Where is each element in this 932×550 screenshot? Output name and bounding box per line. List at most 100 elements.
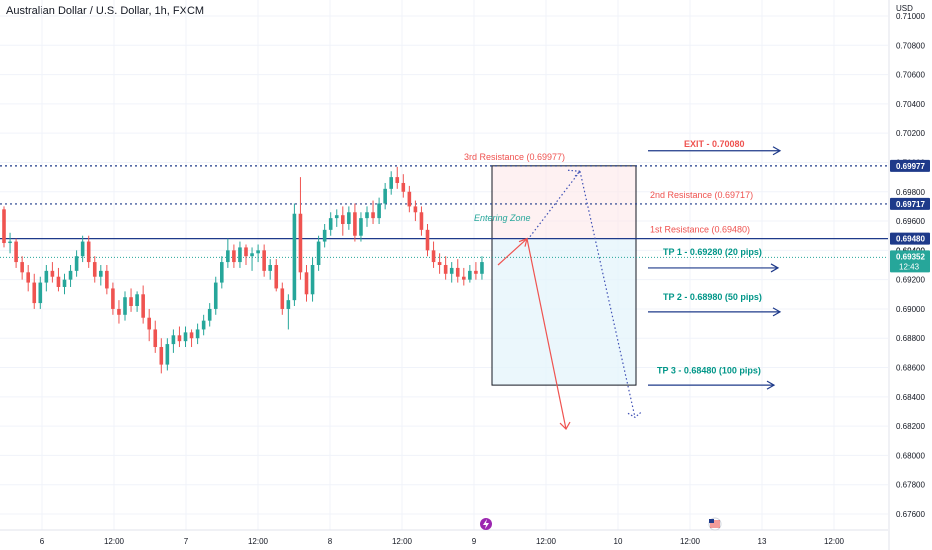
level-badge: [890, 197, 930, 210]
candle: [389, 177, 393, 189]
candle: [232, 250, 236, 263]
time-tick-label: 13: [758, 537, 767, 546]
arrow-head-icon: [772, 146, 782, 156]
candle: [189, 332, 194, 339]
candle: [286, 300, 291, 309]
arrow-head-icon: [627, 411, 642, 419]
arrow-head-icon: [770, 263, 780, 273]
candle: [334, 215, 339, 219]
candle: [395, 177, 400, 183]
candle: [195, 329, 200, 339]
time-tick-label: 12:00: [536, 537, 557, 546]
price-tick-label: 0.69200: [896, 276, 925, 285]
candle: [153, 329, 158, 348]
resistance-label: 2nd Resistance (0.69717): [650, 190, 753, 200]
candle: [437, 262, 442, 265]
candle: [50, 270, 55, 277]
candle: [111, 288, 115, 309]
candle: [201, 320, 206, 330]
level-badge: [890, 232, 930, 245]
candle: [135, 294, 139, 307]
candle: [159, 347, 164, 365]
candle: [14, 241, 18, 263]
current-price-text: 0.69352: [896, 252, 925, 261]
countdown-text: 12:43: [899, 262, 920, 271]
candle: [359, 218, 363, 236]
level-badge: [890, 159, 930, 172]
candle: [8, 241, 12, 244]
candle: [38, 282, 43, 304]
price-tick-label: 0.68000: [896, 451, 925, 460]
candle: [365, 212, 369, 219]
candle: [443, 265, 448, 274]
candle: [316, 241, 321, 265]
price-tick-label: 0.67600: [896, 510, 925, 519]
chart-title: Australian Dollar / U.S. Dollar, 1h, FXC…: [6, 5, 205, 17]
take-profit-label: TP 1 - 0.69280 (20 pips): [663, 247, 762, 257]
candle: [26, 272, 30, 283]
candle: [353, 212, 357, 236]
price-tick-label: 0.71000: [896, 12, 925, 21]
candle: [226, 250, 230, 263]
resistance-label: 3rd Resistance (0.69977): [464, 152, 565, 162]
candle: [20, 262, 24, 273]
candle: [371, 212, 375, 219]
candle: [262, 250, 266, 271]
time-tick-label: 6: [40, 537, 45, 546]
candle: [462, 276, 466, 280]
price-tick-label: 0.67800: [896, 481, 925, 490]
dotted-path: [529, 170, 581, 237]
candle: [238, 247, 242, 263]
candle: [328, 218, 333, 230]
flag-canton: [709, 519, 714, 523]
candle: [56, 276, 61, 287]
candle: [177, 335, 182, 342]
candle: [474, 270, 478, 274]
time-tick-label: 12:00: [824, 537, 845, 546]
candle: [310, 265, 315, 295]
candle: [207, 308, 212, 321]
arrow-head-icon: [766, 380, 776, 390]
time-tick-label: 7: [184, 537, 189, 546]
price-tick-label: 0.69000: [896, 305, 925, 314]
price-tick-label: 0.68600: [896, 364, 925, 373]
level-badge-text: 0.69717: [896, 200, 925, 209]
candle: [123, 297, 127, 315]
price-tick-label: 0.69600: [896, 217, 925, 226]
time-tick-label: 12:00: [392, 537, 413, 546]
currency-label: USD: [896, 4, 913, 13]
level-badge-text: 0.69480: [896, 235, 925, 244]
candle: [480, 262, 484, 274]
candle: [147, 317, 151, 330]
projection-arrow: [526, 238, 567, 430]
price-tick-label: 0.68400: [896, 393, 925, 402]
time-tick-label: 10: [614, 537, 623, 546]
candle: [298, 213, 303, 273]
time-tick-label: 8: [328, 537, 333, 546]
take-profit-label: TP 3 - 0.68480 (100 pips): [657, 365, 761, 375]
candle: [165, 344, 170, 365]
level-badge-text: 0.69977: [896, 162, 925, 171]
candle: [74, 256, 79, 271]
exit-label: EXIT - 0.70080: [684, 139, 745, 149]
time-tick-label: 12:00: [248, 537, 269, 546]
candle: [213, 282, 218, 309]
candle: [268, 265, 272, 271]
candle: [274, 265, 279, 289]
candle: [292, 213, 297, 301]
candle: [431, 250, 436, 263]
candle: [86, 241, 91, 263]
candle: [407, 191, 412, 207]
candle: [171, 335, 176, 345]
candle: [92, 262, 97, 277]
candle: [117, 308, 121, 315]
resistance-label: 1st Resistance (0.69480): [650, 225, 750, 235]
time-tick-label: 12:00: [680, 537, 701, 546]
resistance-zone-box: [492, 165, 636, 239]
price-tick-label: 0.70800: [896, 41, 925, 50]
candle: [347, 212, 351, 224]
candle: [129, 297, 133, 307]
price-tick-label: 0.69800: [896, 188, 925, 197]
candle: [80, 241, 85, 257]
